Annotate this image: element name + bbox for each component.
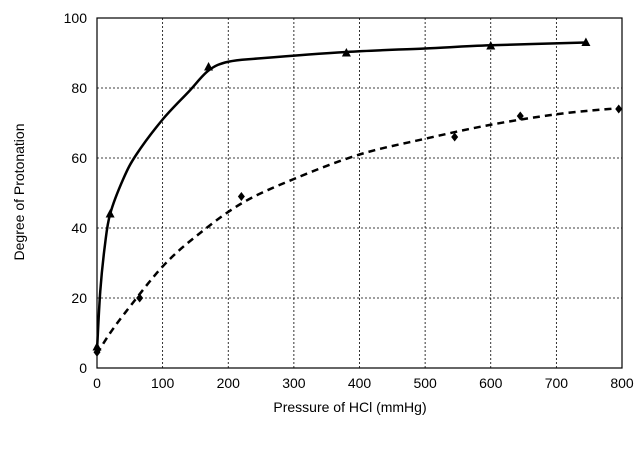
y-tick-label: 20 [71,290,87,306]
series-1-triangle-marker [341,48,351,57]
series-2-fit-line [95,107,623,355]
series-1-triangle-marker [92,342,102,351]
series-2-diamond-marker [237,192,245,201]
x-tick-label: 0 [93,375,101,391]
series-2-diamond-marker [615,104,623,114]
x-tick-label: 300 [282,375,306,391]
series-1-triangle-marker [105,209,115,218]
y-axis-label: Degree of Protonation [11,124,27,261]
series-1-triangle-marker [204,62,214,71]
x-tick-label: 100 [151,375,175,391]
x-tick-label: 200 [217,375,241,391]
marker-layer [92,37,623,357]
series-1-fit-line [95,41,586,351]
x-tick-label: 700 [545,375,569,391]
tick-layer: 0 100 200 300 400 500 600 700 800 0 20 40 60 80 100 [64,10,634,391]
series-2-diamond-marker [516,111,524,121]
series-2-diamond-marker [451,132,459,142]
y-tick-label: 60 [71,150,87,166]
y-tick-label: 100 [64,10,88,26]
y-tick-label: 0 [79,360,87,376]
series-2-diamond-marker [136,293,144,303]
x-tick-label: 500 [413,375,437,391]
x-tick-label: 800 [610,375,634,391]
x-tick-label: 600 [479,375,503,391]
x-axis-label: Pressure of HCl (mmHg) [273,399,426,415]
grid-layer [97,18,622,368]
curve-layer [95,41,623,355]
plot-frame [96,17,623,369]
series-1-triangle-marker [486,41,496,50]
x-tick-label: 400 [348,375,372,391]
y-tick-label: 40 [71,220,87,236]
series-2-diamond-marker [93,347,101,357]
y-tick-label: 80 [71,80,87,96]
series-1-triangle-marker [581,37,591,46]
